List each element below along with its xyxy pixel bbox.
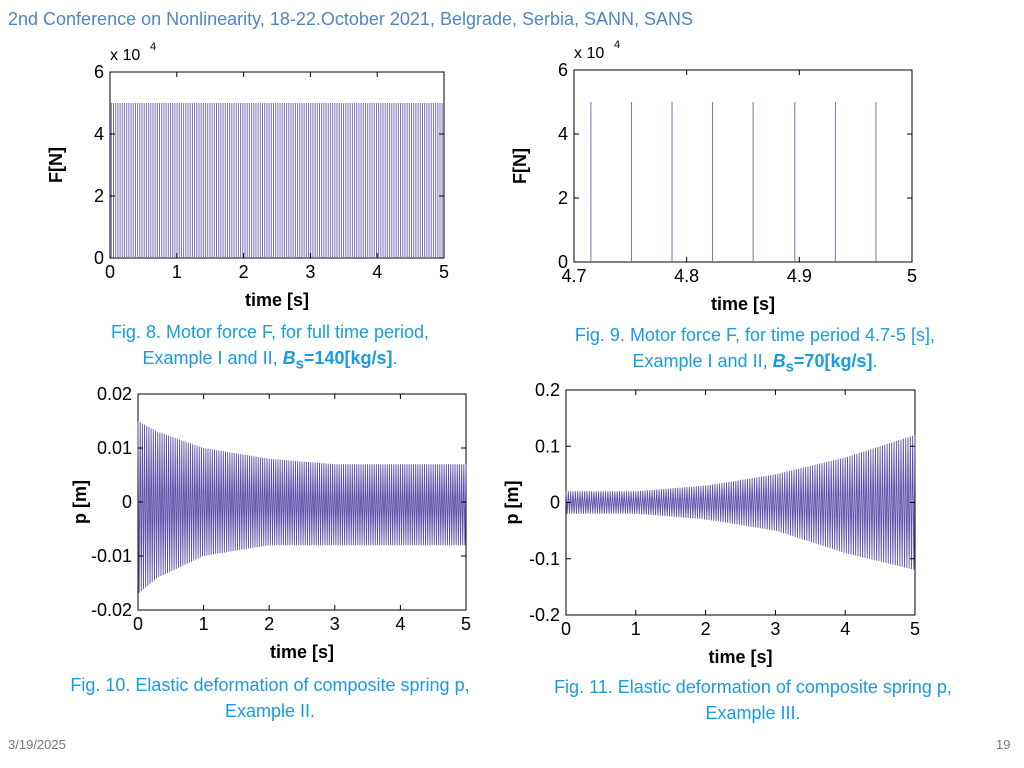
caption-fig11: Fig. 11. Elastic deformation of composit… xyxy=(508,674,998,726)
y-tick-label: 0.1 xyxy=(535,436,560,456)
x-tick-label: 1 xyxy=(172,262,182,282)
x-tick-label: 4.7 xyxy=(561,266,586,286)
plot-frame xyxy=(573,69,913,263)
x-tick-label: 5 xyxy=(461,614,471,634)
y-tick-label: 6 xyxy=(558,60,568,80)
y-axis-label: F[N] xyxy=(46,147,66,183)
x-tick-label: 4 xyxy=(372,262,382,282)
exponent-label: x 10 xyxy=(574,45,604,62)
x-tick-label: 4.9 xyxy=(787,266,812,286)
x-tick-label: 2 xyxy=(701,619,711,639)
x-tick-label: 5 xyxy=(907,266,917,286)
caption-fig8-param: Bs=140[kg/s] xyxy=(282,348,393,373)
oscillation-line xyxy=(137,420,467,593)
y-tick-label: 0 xyxy=(122,492,132,512)
y-tick-label: 0 xyxy=(94,248,104,268)
x-tick-label: 3 xyxy=(305,262,315,282)
caption-fig10: Fig. 10. Elastic deformation of composit… xyxy=(20,672,520,724)
series-fig10 xyxy=(137,420,467,593)
x-axis-label: time [s] xyxy=(708,647,772,667)
caption-fig11-line2: Example III. xyxy=(705,703,801,723)
chart-fig10-elastic-deformation: 0 1 2 3 4 5 -0.02 -0.01 0 0.01 0.02 time [s] p [m] xyxy=(70,384,471,662)
y-tick-label: 0.01 xyxy=(97,438,132,458)
slide-date: 3/19/2025 xyxy=(8,737,66,752)
caption-fig10-line1: Fig. 10. Elastic deformation of composit… xyxy=(70,675,470,695)
plot-frame xyxy=(565,389,916,616)
oscillation-line xyxy=(565,434,916,570)
x-tick-label: 0 xyxy=(105,262,115,282)
slide-header: 2nd Conference on Nonlinearity, 18-22.Oc… xyxy=(8,9,694,29)
y-tick-label: 2 xyxy=(558,188,568,208)
y-tick-label: 6 xyxy=(94,62,104,82)
x-tick-label: 3 xyxy=(770,619,780,639)
x-tick-label: 0 xyxy=(561,619,571,639)
series-fig8 xyxy=(110,103,443,258)
x-axis-label: time [s] xyxy=(270,642,334,662)
y-tick-label: -0.02 xyxy=(91,600,132,620)
x-tick-label: 3 xyxy=(330,614,340,634)
y-tick-label: 0 xyxy=(558,252,568,272)
y-axis-label: p [m] xyxy=(502,481,522,525)
y-axis-label: p [m] xyxy=(70,480,90,524)
x-tick-label: 4.8 xyxy=(674,266,699,286)
caption-fig9-param: Bs=70[kg/s] xyxy=(772,351,873,376)
series-fig9 xyxy=(590,102,877,262)
caption-fig11-line1: Fig. 11. Elastic deformation of composit… xyxy=(554,677,952,697)
x-tick-label: 1 xyxy=(631,619,641,639)
y-tick-label: 4 xyxy=(558,124,568,144)
y-tick-label: 2 xyxy=(94,186,104,206)
chart-fig8-motor-force-full: 0 1 2 3 4 5 0 2 4 6 time [s] F[N] x 10 4 xyxy=(46,41,449,310)
caption-fig8: Fig. 8. Motor force F, for full time per… xyxy=(110,322,430,373)
chart-fig11-elastic-deformation: 0 1 2 3 4 5 -0.2 -0.1 0 0.1 0.2 time [s] p [m] xyxy=(502,380,920,667)
x-tick-label: 4 xyxy=(840,619,850,639)
x-tick-label: 2 xyxy=(264,614,274,634)
chart-fig9-motor-force-zoom: 4.7 4.8 4.9 5 0 2 4 6 time [s] F[N] x 10 4 xyxy=(510,39,917,314)
y-tick-label: 0.02 xyxy=(97,384,132,404)
x-tick-label: 5 xyxy=(439,262,449,282)
y-tick-label: -0.1 xyxy=(529,549,560,569)
y-axis-label: F[N] xyxy=(510,148,530,184)
exponent-label: x 10 xyxy=(110,47,140,64)
series-fig11 xyxy=(565,434,916,570)
x-tick-label: 4 xyxy=(395,614,405,634)
caption-fig9: Fig. 9. Motor force F, for time period 4… xyxy=(574,325,936,376)
plot-frame xyxy=(137,393,467,611)
x-axis-label: time [s] xyxy=(711,294,775,314)
y-tick-label: -0.01 xyxy=(91,546,132,566)
y-tick-label: 0.2 xyxy=(535,380,560,400)
x-tick-label: 1 xyxy=(199,614,209,634)
exponent-power: 4 xyxy=(150,41,156,53)
y-tick-label: -0.2 xyxy=(529,605,560,625)
x-tick-label: 2 xyxy=(239,262,249,282)
y-tick-label: 0 xyxy=(550,493,560,513)
caption-fig8-line1: Fig. 8. Motor force F, for full time per… xyxy=(110,322,430,342)
x-tick-label: 5 xyxy=(910,619,920,639)
caption-fig8-line2: Example I and II, xyxy=(142,348,283,368)
slide-page-number: 19 xyxy=(996,737,1011,752)
caption-fig9-line2: Example I and II, xyxy=(632,351,773,371)
caption-fig9-line1: Fig. 9. Motor force F, for time period 4… xyxy=(574,325,936,345)
x-axis-label: time [s] xyxy=(245,290,309,310)
exponent-power: 4 xyxy=(614,39,620,51)
caption-fig10-line2: Example II. xyxy=(224,701,316,721)
x-tick-label: 0 xyxy=(133,614,143,634)
y-tick-label: 4 xyxy=(94,124,104,144)
